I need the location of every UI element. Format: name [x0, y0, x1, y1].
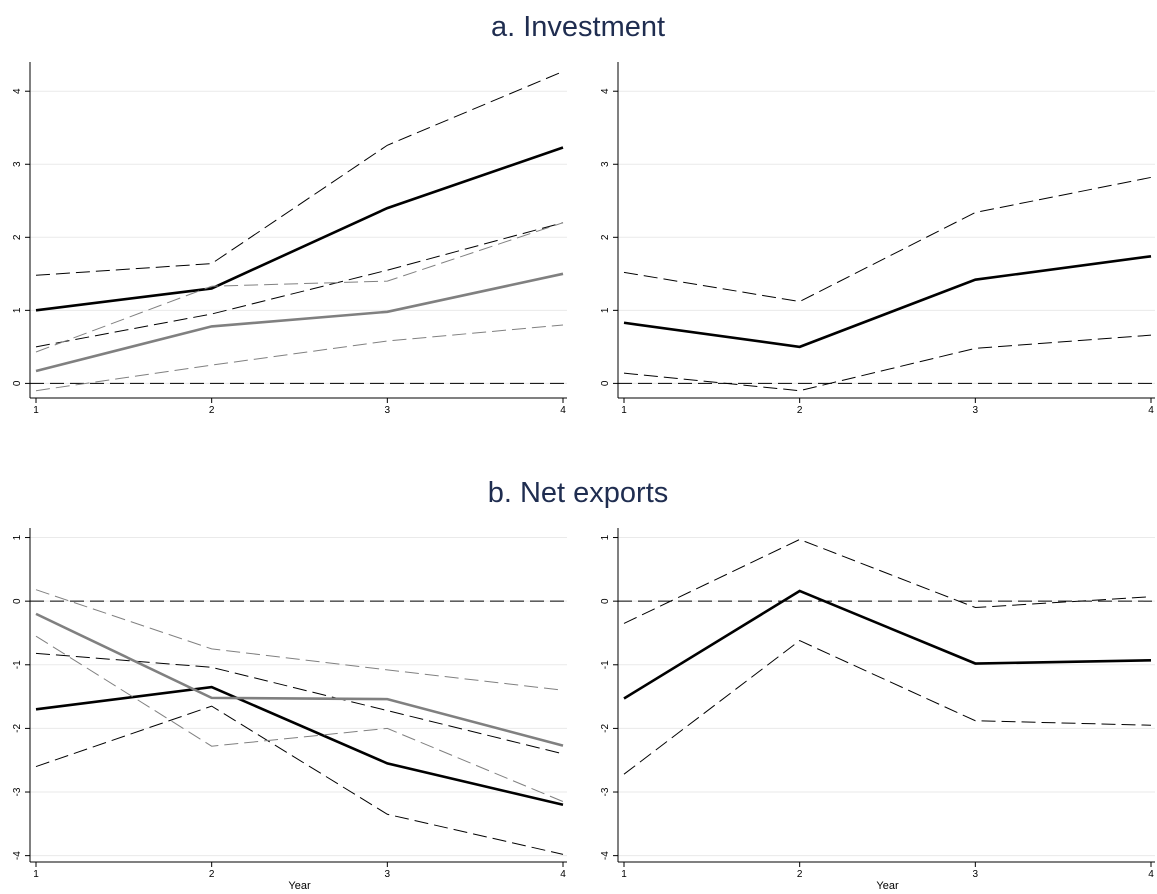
- x-tick-label: 4: [560, 869, 566, 880]
- series-line: [35, 685, 564, 807]
- series-line: [35, 652, 564, 755]
- x-tick-label: 3: [973, 869, 979, 880]
- section-title: b. Net exports: [488, 477, 669, 509]
- x-tick-label: 2: [209, 869, 215, 880]
- x-tick-label: 2: [797, 869, 803, 880]
- y-tick-label: -1: [12, 660, 23, 669]
- y-tick-label: -1: [600, 660, 611, 669]
- x-tick-label: 3: [385, 869, 391, 880]
- x-tick-label: 2: [209, 405, 215, 416]
- series-line: [35, 612, 564, 747]
- series-line: [35, 222, 564, 353]
- x-tick-label: 4: [1148, 869, 1154, 880]
- y-tick-label: 1: [12, 307, 23, 313]
- series-line: [623, 538, 1152, 624]
- section-title: a. Investment: [491, 11, 665, 43]
- y-tick-label: 1: [600, 534, 611, 540]
- y-tick-label: -2: [600, 724, 611, 733]
- series-line: [623, 589, 1152, 700]
- series-line: [35, 146, 564, 312]
- y-tick-label: 1: [600, 307, 611, 313]
- series-line: [35, 222, 564, 348]
- y-tick-label: 0: [600, 380, 611, 386]
- x-tick-label: 3: [385, 405, 391, 416]
- y-tick-label: 4: [12, 88, 23, 94]
- x-axis-label: Year: [288, 880, 311, 892]
- x-tick-label: 3: [973, 405, 979, 416]
- x-tick-label: 4: [560, 405, 566, 416]
- x-tick-label: 2: [797, 405, 803, 416]
- series-line: [623, 255, 1152, 349]
- y-tick-label: -4: [600, 851, 611, 860]
- series-line: [623, 640, 1152, 775]
- y-tick-label: 3: [12, 161, 23, 167]
- x-tick-label: 4: [1148, 405, 1154, 416]
- series-line: [623, 334, 1152, 392]
- series-line: [35, 635, 564, 803]
- series-line: [35, 71, 564, 276]
- series-line: [623, 176, 1152, 303]
- y-tick-label: 4: [600, 88, 611, 94]
- y-tick-label: 0: [12, 598, 23, 604]
- series-line: [35, 324, 564, 392]
- x-tick-label: 1: [33, 869, 39, 880]
- x-tick-label: 1: [621, 869, 627, 880]
- y-tick-label: 2: [12, 234, 23, 240]
- y-tick-label: 2: [600, 234, 611, 240]
- y-tick-label: -3: [600, 787, 611, 796]
- x-tick-label: 1: [33, 405, 39, 416]
- y-tick-label: 0: [600, 598, 611, 604]
- y-tick-label: 1: [12, 534, 23, 540]
- x-axis-label: Year: [876, 880, 899, 892]
- x-tick-label: 1: [621, 405, 627, 416]
- y-tick-label: -4: [12, 851, 23, 860]
- series-line: [35, 705, 564, 855]
- y-tick-label: 0: [12, 380, 23, 386]
- y-tick-label: 3: [600, 161, 611, 167]
- series-line: [35, 272, 564, 373]
- y-tick-label: -3: [12, 787, 23, 796]
- y-tick-label: -2: [12, 724, 23, 733]
- series-line: [35, 589, 564, 691]
